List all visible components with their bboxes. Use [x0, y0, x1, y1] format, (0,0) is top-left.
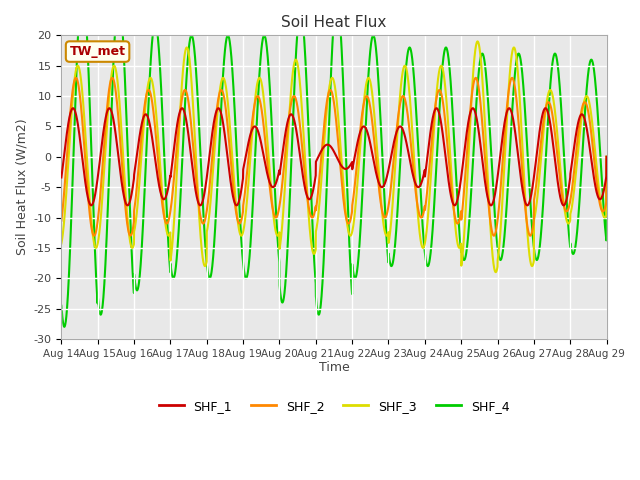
SHF_3: [534, 193, 541, 199]
SHF_2: [58, 218, 65, 224]
SHF_4: [120, 54, 128, 60]
SHF_2: [267, 193, 275, 199]
SHF_4: [534, 256, 541, 262]
SHF_4: [291, 82, 298, 88]
SHF_2: [291, 93, 298, 99]
SHF_3: [291, 61, 298, 67]
SHF_2: [72, 75, 80, 81]
X-axis label: Time: Time: [319, 361, 349, 374]
SHF_1: [58, 175, 65, 180]
Title: Soil Heat Flux: Soil Heat Flux: [282, 15, 387, 30]
SHF_1: [152, 165, 160, 170]
SHF_3: [492, 269, 499, 275]
SHF_1: [593, 188, 600, 193]
SHF_2: [120, 188, 128, 193]
Line: SHF_2: SHF_2: [61, 78, 607, 236]
SHF_3: [152, 108, 160, 114]
Y-axis label: Soil Heat Flux (W/m2): Soil Heat Flux (W/m2): [15, 119, 28, 255]
Text: TW_met: TW_met: [70, 45, 125, 58]
SHF_1: [291, 119, 298, 124]
SHF_4: [152, 23, 160, 29]
SHF_4: [267, 104, 275, 109]
Line: SHF_3: SHF_3: [61, 41, 607, 272]
SHF_1: [120, 193, 128, 199]
SHF_2: [534, 171, 541, 177]
SHF_3: [603, 154, 611, 160]
Line: SHF_4: SHF_4: [61, 0, 607, 327]
SHF_4: [603, 154, 611, 160]
SHF_1: [603, 154, 611, 160]
SHF_4: [593, 90, 600, 96]
SHF_2: [603, 154, 611, 160]
SHF_2: [152, 138, 160, 144]
SHF_4: [60, 324, 68, 330]
Line: SHF_1: SHF_1: [61, 108, 607, 205]
SHF_2: [593, 176, 600, 181]
SHF_1: [534, 145, 541, 151]
SHF_4: [58, 303, 65, 309]
SHF_3: [120, 160, 127, 166]
SHF_1: [267, 182, 275, 188]
SHF_1: [88, 203, 95, 208]
SHF_2: [90, 233, 98, 239]
SHF_3: [267, 179, 275, 185]
SHF_3: [58, 240, 65, 246]
SHF_1: [69, 105, 77, 111]
Legend: SHF_1, SHF_2, SHF_3, SHF_4: SHF_1, SHF_2, SHF_3, SHF_4: [154, 395, 515, 418]
SHF_3: [593, 159, 600, 165]
SHF_3: [474, 38, 481, 44]
